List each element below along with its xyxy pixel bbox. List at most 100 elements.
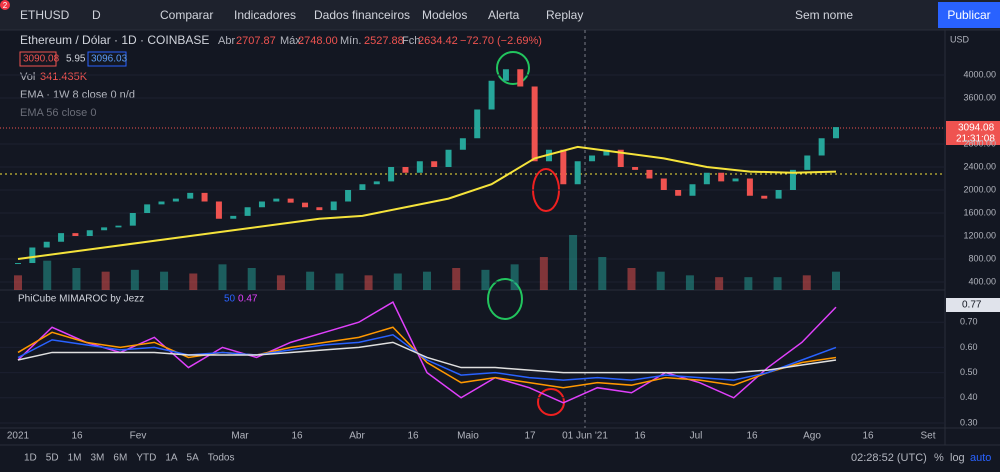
- legend-value: 2634.42: [418, 35, 458, 47]
- candle: [589, 155, 596, 162]
- candle: [273, 198, 280, 202]
- volume-bar: [393, 273, 402, 290]
- candle: [230, 215, 237, 219]
- publish[interactable]: Publicar: [947, 8, 990, 22]
- y-tick-label: 1600.00: [963, 207, 996, 217]
- indicator-title: PhiCube MIMAROC by Jezz: [18, 294, 144, 305]
- candle: [388, 167, 395, 182]
- x-tick-label: 16: [746, 431, 758, 442]
- candle: [129, 213, 136, 226]
- toolbar: [0, 0, 1000, 30]
- volume-bar: [364, 275, 373, 290]
- candle: [302, 202, 309, 208]
- volume-bar: [189, 273, 198, 290]
- candle: [316, 207, 323, 211]
- x-tick-label: Set: [920, 431, 935, 442]
- financials[interactable]: Dados financeiros: [314, 8, 410, 22]
- range-button[interactable]: YTD: [136, 453, 156, 464]
- bid: 3090.08: [23, 54, 60, 65]
- volume-bar: [247, 268, 256, 290]
- range-button[interactable]: 1D: [24, 453, 37, 464]
- candle: [603, 149, 610, 156]
- ema-legend: EMA · 1W 8 close 0 n/d: [20, 89, 135, 101]
- y-tick-label: 2400.00: [963, 161, 996, 171]
- y-tick-label: 2800.00: [963, 138, 996, 148]
- candle: [244, 207, 251, 216]
- ema-legend: EMA 56 close 0: [20, 107, 96, 119]
- candle: [517, 69, 524, 87]
- symbol[interactable]: ETHUSD: [20, 8, 70, 22]
- clock: 02:28:52 (UTC): [851, 452, 927, 464]
- candle: [115, 225, 122, 228]
- indicator-last-box: [946, 298, 1000, 312]
- volume-bar: [218, 264, 227, 290]
- volume-bar: [832, 271, 840, 290]
- volume-bar: [598, 257, 607, 290]
- indicator-line: [17, 326, 837, 389]
- legend-label: Fch: [402, 35, 420, 47]
- candle: [746, 178, 753, 196]
- layout-name[interactable]: Sem nome: [795, 8, 853, 22]
- indicator-value: 0.47: [238, 294, 258, 305]
- candle: [646, 169, 653, 179]
- badge: [0, 0, 10, 10]
- volume-bar: [72, 268, 81, 290]
- legend-label: Máx.: [280, 35, 304, 47]
- legend-value: 2527.88: [364, 35, 404, 47]
- indicator-line: [17, 341, 837, 374]
- volume-bar: [481, 269, 490, 290]
- range-button[interactable]: 6M: [113, 453, 127, 464]
- bid-box: [19, 51, 57, 67]
- candle: [660, 178, 667, 190]
- candle: [258, 201, 265, 208]
- candle: [172, 198, 179, 202]
- y-tick-label: 0.60: [960, 342, 978, 352]
- range-button[interactable]: 5A: [187, 453, 200, 464]
- percent-toggle[interactable]: %: [934, 452, 944, 464]
- countdown: 21:31:08: [956, 134, 995, 145]
- publish-button[interactable]: [938, 2, 1000, 28]
- candle: [531, 86, 538, 162]
- vol: 341.435K: [40, 71, 88, 83]
- ask-box: [87, 51, 127, 67]
- candle: [416, 161, 423, 173]
- candle: [187, 192, 194, 199]
- volume-bar: [802, 275, 811, 290]
- interval[interactable]: D: [92, 8, 101, 22]
- volume-bar: [539, 257, 548, 290]
- candle: [72, 233, 79, 236]
- auto-toggle[interactable]: auto: [970, 452, 991, 464]
- x-tick-label: Abr: [349, 431, 365, 442]
- candle: [833, 127, 839, 139]
- candle: [15, 263, 21, 265]
- range-button[interactable]: 3M: [91, 453, 105, 464]
- range-button[interactable]: 5D: [46, 453, 59, 464]
- range-button[interactable]: 1A: [165, 453, 178, 464]
- annotation-circle: [496, 51, 530, 85]
- x-tick-label: 16: [407, 431, 419, 442]
- currency: USD: [950, 34, 970, 44]
- range-button[interactable]: Todos: [208, 453, 235, 464]
- compare[interactable]: Comparar: [160, 8, 213, 22]
- x-tick-label: Jul: [690, 431, 703, 442]
- log-toggle[interactable]: log: [950, 452, 965, 464]
- candle: [43, 241, 50, 248]
- candle: [632, 167, 639, 170]
- indicators[interactable]: Indicadores: [234, 8, 296, 22]
- range-button[interactable]: 1M: [68, 453, 82, 464]
- y-tick-label: 3600.00: [963, 92, 996, 102]
- volume-bar: [130, 269, 139, 290]
- x-tick-label: Ago: [803, 431, 821, 442]
- replay[interactable]: Replay: [546, 8, 583, 22]
- volume-bar: [101, 271, 110, 290]
- alert[interactable]: Alerta: [488, 8, 520, 22]
- templates[interactable]: Modelos: [422, 8, 467, 22]
- y-tick-label: 400.00: [968, 276, 996, 286]
- candle: [101, 227, 108, 231]
- ask: 3096.03: [91, 54, 128, 65]
- indicator-line: [17, 334, 837, 381]
- candle: [502, 69, 509, 81]
- y-tick-label: 0.70: [960, 317, 978, 327]
- candle: [732, 178, 739, 182]
